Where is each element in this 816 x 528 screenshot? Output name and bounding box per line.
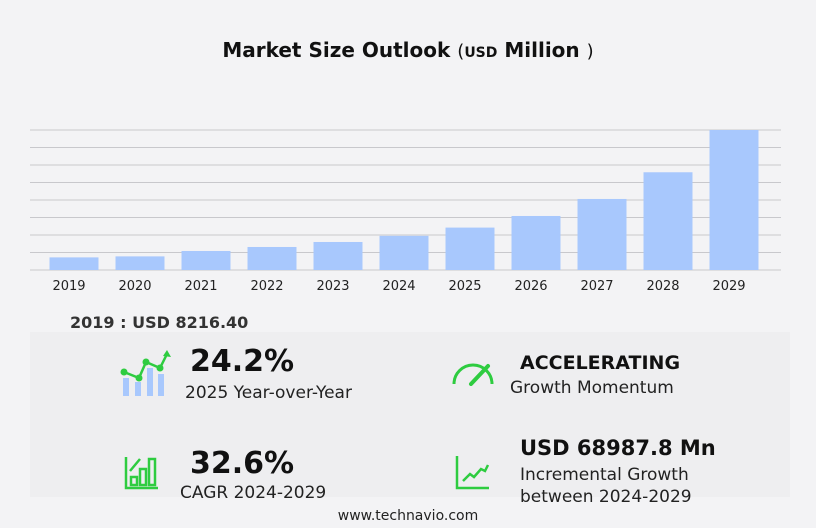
- x-tick-label: 2026: [514, 279, 547, 294]
- bar-2024: [379, 235, 429, 270]
- growth-chart-icon: [120, 350, 171, 396]
- bar-chart: 2019 2020 2021 2022 2023 2024 2025 2026 2027 2028…: [30, 129, 781, 294]
- x-tick-label: 2025: [448, 279, 481, 294]
- x-tick-label: 2027: [580, 279, 613, 294]
- incremental-value: USD 68987.8 Mn: [520, 436, 716, 460]
- bar-2019: [49, 257, 99, 270]
- title-paren-open: (: [457, 41, 465, 62]
- incremental-label-1: Incremental Growth: [520, 465, 689, 485]
- bar-2020: [115, 256, 165, 270]
- x-tick-label: 2020: [118, 279, 151, 294]
- x-tick-label: 2021: [184, 279, 217, 294]
- bar-growth-icon: [124, 457, 158, 490]
- title-main: Market Size Outlook: [222, 38, 451, 62]
- yoy-value: 24.2%: [190, 344, 295, 379]
- base-year-value: 2019 : USD 8216.40: [70, 313, 249, 332]
- momentum-label: Growth Momentum: [510, 378, 674, 398]
- bar-2022: [247, 246, 297, 270]
- cagr-value: 32.6%: [190, 446, 295, 481]
- bar-2023: [313, 241, 363, 270]
- title-paren-close: ): [586, 41, 594, 62]
- footer-url: www.technavio.com: [337, 508, 479, 524]
- x-tick-label: 2023: [316, 279, 349, 294]
- speedometer-icon: [452, 363, 494, 386]
- stats-panel: [30, 332, 790, 497]
- incremental-label-2: between 2024-2029: [520, 487, 692, 507]
- bar-2028: [643, 172, 693, 270]
- chart-title: Market Size Outlook (USD Million ): [0, 38, 816, 62]
- bar-2027: [577, 198, 627, 270]
- x-tick-label: 2019: [52, 279, 85, 294]
- bar-2021: [181, 250, 231, 270]
- x-tick-label: 2024: [382, 279, 415, 294]
- title-unit-label: Million: [504, 38, 580, 62]
- x-tick-label: 2022: [250, 279, 283, 294]
- cagr-label: CAGR 2024-2029: [180, 483, 327, 503]
- bar-2029: [709, 130, 759, 270]
- bar-2025: [445, 227, 495, 270]
- momentum-value: ACCELERATING: [520, 352, 681, 374]
- yoy-label: 2025 Year-over-Year: [185, 383, 352, 403]
- trend-line-icon: [455, 456, 490, 490]
- x-tick-label: 2029: [712, 279, 745, 294]
- bar-2026: [511, 215, 561, 270]
- x-tick-label: 2028: [646, 279, 679, 294]
- title-unit: USD: [464, 45, 498, 61]
